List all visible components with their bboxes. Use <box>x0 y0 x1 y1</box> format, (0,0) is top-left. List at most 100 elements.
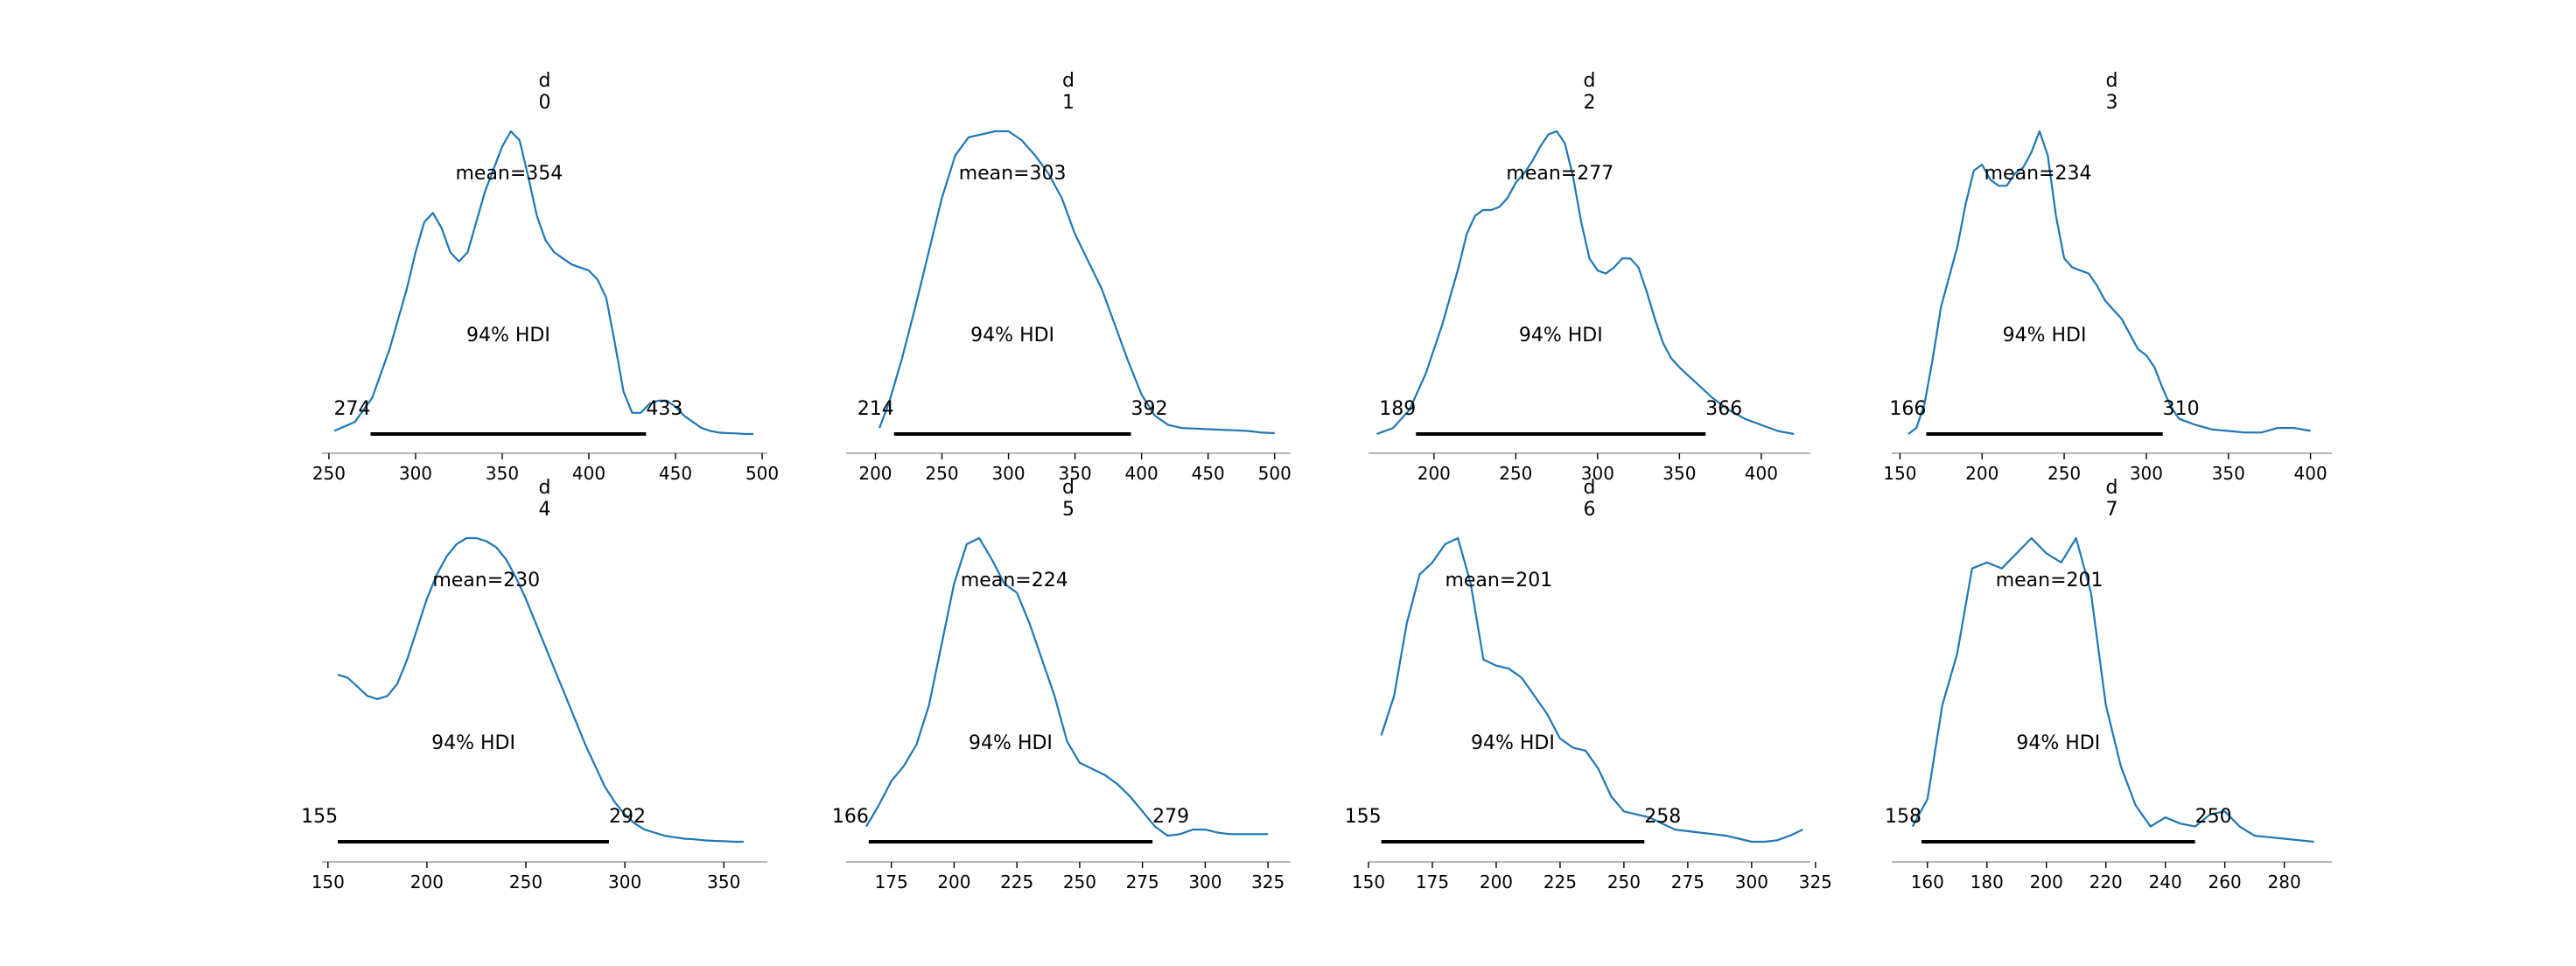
mean-label: mean=201 <box>1996 570 2104 592</box>
x-tick-label: 400 <box>1125 463 1158 484</box>
density-curve <box>878 130 1275 435</box>
x-tick-label: 150 <box>1352 872 1385 892</box>
hdi-label: 94% HDI <box>1519 325 1603 346</box>
x-tick-label: 300 <box>991 463 1025 484</box>
hdi-label: 94% HDI <box>2016 732 2100 754</box>
density-curve <box>337 536 744 844</box>
x-tick-label: 350 <box>1662 463 1696 484</box>
x-tick-label: 300 <box>399 463 432 484</box>
panel-title-variable: d <box>539 477 551 499</box>
density-curve <box>865 536 1269 837</box>
x-tick-label: 325 <box>1799 872 1832 892</box>
panel-title-index: 0 <box>539 92 551 114</box>
hdi-low-label: 155 <box>301 806 338 828</box>
density-curve <box>1908 130 2311 435</box>
x-tick-label: 300 <box>1581 463 1614 484</box>
x-tick-label: 400 <box>2294 463 2328 484</box>
x-tick-label: 200 <box>1418 463 1451 484</box>
panel-title-index: 7 <box>2106 499 2118 521</box>
mean-label: mean=303 <box>959 163 1067 185</box>
x-tick-label: 350 <box>2212 463 2245 484</box>
panel-title-index: 5 <box>1062 499 1074 521</box>
hdi-high-label: 250 <box>2195 806 2232 828</box>
panel-title-variable: d <box>1062 70 1074 92</box>
x-tick-label: 200 <box>858 463 892 484</box>
x-tick-label: 175 <box>875 872 908 892</box>
x-tick-label: 350 <box>1059 463 1092 484</box>
panel-title-index: 6 <box>1584 499 1596 521</box>
x-tick-label: 200 <box>1965 463 1998 484</box>
density-curve <box>333 130 754 436</box>
x-tick-label: 225 <box>1000 872 1033 892</box>
hdi-high-label: 392 <box>1130 398 1167 420</box>
panel-d-6: d6 mean=201 94% HDI 155 258 150 175 200 225 250 27… <box>1345 477 1832 892</box>
panel-d-5: d5 mean=224 94% HDI 166 279 175 200 225 250 275 30… <box>832 477 1291 892</box>
panel-title-variable: d <box>1062 477 1074 499</box>
x-tick-label: 240 <box>2149 872 2182 892</box>
panel-title-variable: d <box>2106 70 2118 92</box>
hdi-low-label: 155 <box>1345 806 1382 828</box>
x-tick-label: 160 <box>1911 872 1944 892</box>
hdi-label: 94% HDI <box>969 732 1053 754</box>
x-tick-label: 250 <box>1607 872 1641 892</box>
hdi-label: 94% HDI <box>2003 325 2087 346</box>
x-tick-label: 220 <box>2090 872 2123 892</box>
x-tick-label: 300 <box>608 872 641 892</box>
density-curve <box>1380 536 1803 844</box>
panel-title-index: 2 <box>1584 92 1596 114</box>
panel-title-index: 3 <box>2106 92 2118 114</box>
x-tick-label: 250 <box>1499 463 1532 484</box>
hdi-high-label: 258 <box>1644 806 1681 828</box>
x-tick-label: 250 <box>1063 872 1096 892</box>
x-tick-label: 260 <box>2208 872 2242 892</box>
x-tick-label: 150 <box>1883 463 1916 484</box>
hdi-low-label: 166 <box>1889 398 1926 420</box>
panel-title-index: 4 <box>539 499 551 521</box>
x-tick-label: 200 <box>937 872 970 892</box>
panel-title-variable: d <box>1584 477 1596 499</box>
x-tick-label: 280 <box>2268 872 2301 892</box>
panel-d-1: d1 mean=303 94% HDI 214 392 200 250 300 350 400 45… <box>846 70 1292 484</box>
x-tick-label: 500 <box>1258 463 1292 484</box>
x-tick-label: 180 <box>1970 872 2004 892</box>
panel-title-variable: d <box>1584 70 1596 92</box>
hdi-low-label: 158 <box>1885 806 1922 828</box>
x-tick-label: 200 <box>1480 872 1513 892</box>
x-tick-label: 225 <box>1544 872 1577 892</box>
x-tick-label: 275 <box>1671 872 1704 892</box>
hdi-label: 94% HDI <box>1471 732 1555 754</box>
x-tick-label: 500 <box>746 463 779 484</box>
hdi-low-label: 274 <box>333 398 370 420</box>
panel-d-2: d2 mean=277 94% HDI 189 366 200 250 300 350 400 <box>1368 70 1810 484</box>
x-tick-label: 450 <box>659 463 692 484</box>
x-tick-label: 350 <box>707 872 740 892</box>
density-curve <box>1376 130 1795 436</box>
hdi-low-label: 214 <box>858 398 894 420</box>
x-tick-label: 300 <box>1188 872 1222 892</box>
x-tick-label: 150 <box>312 872 345 892</box>
hdi-label: 94% HDI <box>466 325 550 346</box>
x-tick-label: 350 <box>486 463 519 484</box>
x-tick-label: 250 <box>509 872 542 892</box>
hdi-low-label: 166 <box>832 806 869 828</box>
x-tick-label: 400 <box>1745 463 1778 484</box>
x-tick-label: 300 <box>2130 463 2163 484</box>
x-tick-label: 325 <box>1251 872 1284 892</box>
hdi-high-label: 433 <box>646 398 682 420</box>
hdi-label: 94% HDI <box>431 732 515 754</box>
x-tick-label: 250 <box>2048 463 2081 484</box>
x-tick-label: 175 <box>1416 872 1449 892</box>
x-tick-label: 200 <box>2030 872 2063 892</box>
hdi-high-label: 292 <box>609 806 646 828</box>
x-tick-label: 200 <box>410 872 444 892</box>
mean-label: mean=234 <box>1984 163 2092 185</box>
panel-title-variable: d <box>539 70 551 92</box>
x-tick-label: 450 <box>1192 463 1225 484</box>
x-tick-label: 275 <box>1126 872 1159 892</box>
hdi-high-label: 310 <box>2163 398 2200 420</box>
panel-d-0: d0 mean=354 94% HDI 274 433 250 300 350 400 450 50… <box>312 70 779 484</box>
panel-title-index: 1 <box>1062 92 1074 114</box>
panel-title-variable: d <box>2106 477 2118 499</box>
panel-d-4: d4 mean=230 94% HDI 155 292 150 200 250 300 350 <box>301 477 767 892</box>
